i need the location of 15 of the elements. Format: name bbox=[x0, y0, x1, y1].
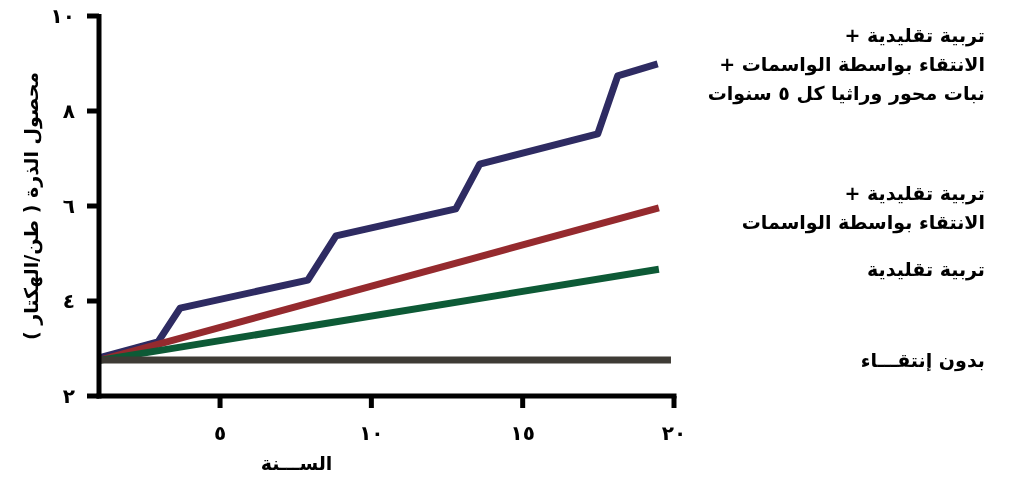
y-tick-label: ٢ bbox=[62, 384, 75, 408]
y-tick-label: ٤ bbox=[62, 289, 75, 313]
x-tick-label: ١٥ bbox=[510, 421, 535, 445]
x-tick-label: ٥ bbox=[213, 421, 227, 445]
text: تربية تقليدية + الانتقاء بواسطة الواسمات + نبات محور وراثيا كل ٥ سنوات bbox=[707, 23, 985, 105]
y-tick-label: ٨ bbox=[62, 99, 75, 123]
y-tick-label: ٦ bbox=[62, 194, 75, 218]
text: تربية تقليدية + الانتقاء بواسطة الواسمات bbox=[741, 182, 985, 235]
text: تربية تقليدية bbox=[867, 258, 985, 282]
x-tick-label: ١٠ bbox=[359, 421, 384, 445]
y-tick-label: ١٠ bbox=[50, 4, 75, 28]
x-tick-label: ٢٠ bbox=[661, 421, 687, 445]
x-axis-title: الســـنة bbox=[260, 452, 333, 474]
text: بدون إنتقـــاء bbox=[860, 348, 985, 372]
y-axis-title: محصول الذرة ( طن/الهكتار ) bbox=[20, 71, 43, 341]
